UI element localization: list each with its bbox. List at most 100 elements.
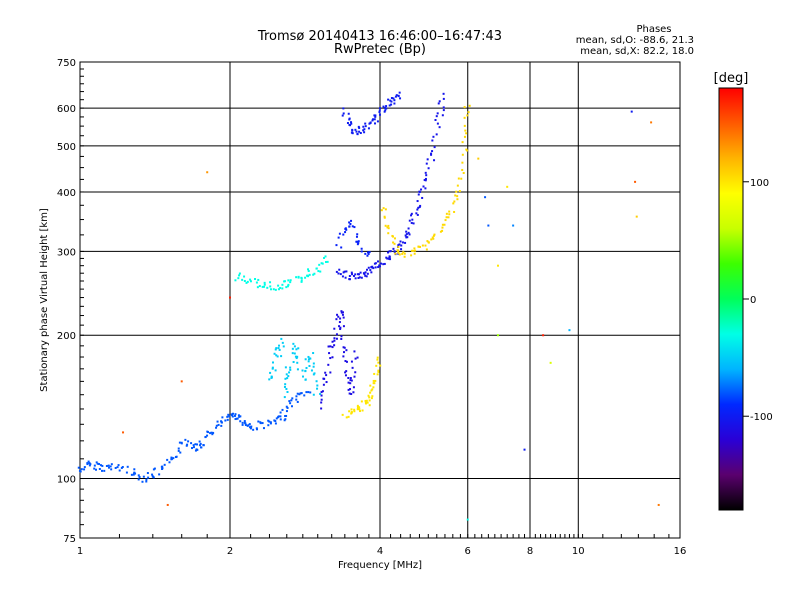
data-point (442, 109, 445, 112)
data-point (453, 210, 456, 213)
data-point (436, 122, 439, 125)
data-point (304, 369, 307, 372)
data-point (434, 118, 437, 121)
data-point (309, 391, 312, 394)
data-point (456, 198, 459, 201)
data-point (345, 349, 348, 352)
data-point (83, 468, 86, 471)
data-point (465, 132, 468, 135)
data-point (263, 281, 266, 284)
data-point (304, 378, 307, 381)
data-point (295, 348, 298, 351)
data-point (180, 442, 183, 445)
data-point (363, 128, 366, 131)
data-point (383, 262, 386, 265)
data-point (310, 369, 313, 372)
data-point (279, 415, 282, 418)
data-point (267, 424, 270, 427)
data-point (281, 408, 284, 411)
data-point (399, 97, 402, 100)
data-point (390, 103, 393, 106)
data-point (442, 106, 445, 109)
data-point (270, 376, 273, 379)
data-point (424, 179, 427, 182)
data-point (267, 419, 270, 422)
data-point (274, 369, 277, 372)
data-point (351, 129, 354, 132)
data-point (383, 216, 386, 219)
data-point (191, 447, 194, 450)
data-point (336, 313, 339, 316)
data-point (206, 434, 209, 437)
data-point (364, 122, 367, 125)
data-point (369, 121, 372, 124)
data-point (387, 224, 390, 227)
data-point (273, 352, 276, 355)
data-point (368, 122, 371, 125)
data-point (319, 270, 322, 273)
data-point (262, 427, 265, 430)
data-point (377, 361, 380, 364)
data-point (410, 254, 413, 257)
data-point (342, 346, 345, 349)
data-point (431, 139, 434, 142)
data-point (400, 244, 403, 247)
data-point (110, 463, 113, 466)
data-point (178, 441, 181, 444)
data-point (435, 133, 438, 136)
data-point (417, 193, 420, 196)
data-point (376, 120, 379, 123)
data-point (269, 371, 272, 374)
data-point (289, 368, 292, 371)
data-point (453, 200, 456, 203)
data-point (166, 458, 169, 461)
data-point (170, 456, 173, 459)
data-point (342, 316, 345, 319)
data-point (238, 272, 241, 275)
data-point (392, 247, 395, 250)
y-tick-label: 500 (57, 142, 76, 153)
data-point (200, 446, 203, 449)
data-point (288, 371, 291, 374)
data-point (325, 381, 328, 384)
data-point (237, 277, 240, 280)
data-point (308, 357, 311, 360)
data-point (275, 354, 278, 357)
data-point (295, 276, 298, 279)
y-tick-label: 600 (57, 104, 76, 115)
data-point (285, 387, 288, 390)
data-point (125, 471, 128, 474)
data-point (393, 251, 396, 254)
stats-header: Phases (636, 24, 671, 35)
data-point (121, 465, 124, 468)
colorbar-tick-label: -100 (750, 412, 773, 423)
data-point (290, 399, 293, 402)
data-point (427, 167, 430, 170)
data-point (296, 361, 299, 364)
data-point (281, 287, 284, 290)
data-point (255, 427, 258, 430)
data-point (307, 360, 310, 363)
data-point (390, 97, 393, 100)
data-point (296, 355, 299, 358)
data-point (657, 503, 660, 506)
colorbar-tick-label: 100 (750, 178, 769, 189)
data-point (168, 461, 171, 464)
data-point (369, 269, 372, 272)
data-point (357, 273, 360, 276)
data-point (371, 119, 374, 122)
data-point (431, 236, 434, 239)
data-point (465, 148, 468, 151)
data-point (293, 345, 296, 348)
data-point (321, 390, 324, 393)
data-point (442, 97, 445, 100)
x-tick-label: 10 (572, 546, 585, 557)
data-point (410, 212, 413, 215)
data-point (287, 375, 290, 378)
data-point (340, 310, 343, 313)
data-point (320, 401, 323, 404)
data-point (363, 273, 366, 276)
data-point (137, 478, 140, 481)
data-point (158, 473, 161, 476)
data-point (277, 288, 280, 291)
